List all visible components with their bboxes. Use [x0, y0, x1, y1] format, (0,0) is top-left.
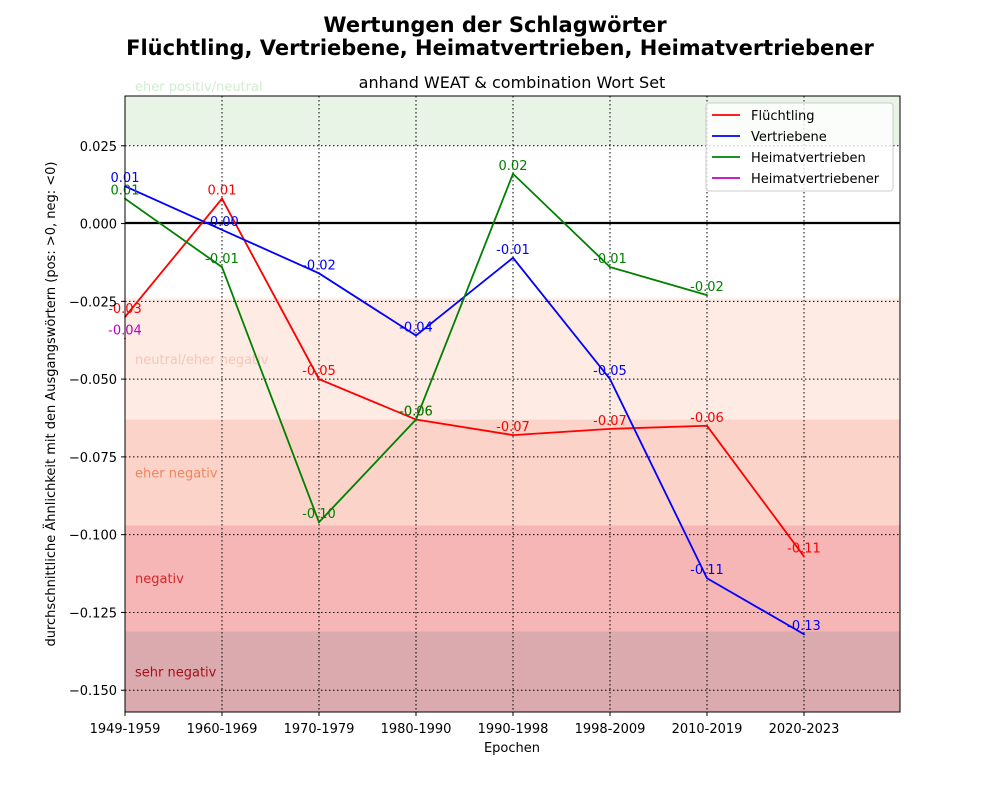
point-2-6: [706, 294, 708, 297]
point-1-4: [512, 256, 514, 259]
band-1: [125, 298, 900, 420]
data-label-2-3: -0.06: [399, 405, 433, 420]
band-label-0: eher positiv/neutral: [135, 80, 263, 95]
band-label-2: eher negativ: [135, 466, 218, 481]
data-label-2-2: -0.10: [302, 507, 336, 522]
x-tick-label-0: 1949-1959: [90, 722, 161, 737]
y-tick-label-3: −0.050: [69, 373, 117, 388]
data-label-0-3: -0.06: [399, 405, 433, 420]
legend-box: [705, 102, 894, 192]
point-2-2: [318, 521, 320, 524]
band-4: [125, 631, 900, 712]
x-tick-label-5: 1998-2009: [575, 722, 646, 737]
data-label-1-3: -0.04: [399, 321, 433, 336]
data-label-1-2: -0.02: [302, 258, 336, 273]
legend-label-0: Flüchtling: [751, 109, 815, 124]
point-0-1: [221, 197, 223, 200]
legend-label-2: Heimatvertrieben: [751, 151, 866, 166]
series-line-0: [124, 197, 805, 557]
data-label-0-5: -0.07: [593, 414, 627, 429]
x-tick-label-4: 1990-1998: [478, 722, 549, 737]
x-tick-label-1: 1960-1969: [187, 722, 258, 737]
data-label-2-1: -0.01: [205, 252, 239, 267]
point-1-7: [803, 633, 805, 636]
data-label-1-6: -0.11: [690, 563, 724, 578]
legend-label-3: Heimatvertriebener: [751, 172, 880, 187]
data-label-0-4: -0.07: [496, 420, 530, 435]
data-label-1-7: -0.13: [787, 619, 821, 634]
point-0-5: [609, 427, 611, 430]
data-labels: -0.030.01-0.05-0.06-0.07 -0.07 -0.06-0.110…: [108, 159, 821, 634]
y-tick-label-0: 0.025: [80, 140, 117, 155]
data-label-1-5: -0.05: [593, 364, 627, 379]
point-1-6: [706, 577, 708, 580]
data-label-1-4: -0.01: [496, 243, 530, 258]
band-label-3: negativ: [135, 572, 184, 587]
x-tick-label-7: 2020-2023: [769, 722, 840, 737]
point-0-6: [706, 424, 708, 427]
band-label-4: sehr negativ: [135, 666, 217, 681]
point-1-3: [415, 334, 417, 337]
y-axis-label: durchschnittliche Ähnlichkeit mit den Au…: [43, 161, 59, 646]
data-label-0-7: -0.11: [787, 541, 821, 556]
point-2-1: [221, 266, 223, 269]
y-tick-label-4: −0.075: [69, 451, 117, 466]
x-axis: 1949-1959 1960-1969 1970-1979 1980-1990 1990…: [90, 712, 840, 737]
point-0-2: [318, 378, 320, 381]
x-tick-label-6: 2010-2019: [672, 722, 743, 737]
legend-label-1: Vertriebene: [751, 130, 827, 145]
data-label-2-5: -0.01: [593, 252, 627, 267]
band-label-1: neutral/eher negativ: [135, 353, 269, 368]
y-tick-label-5: −0.100: [69, 529, 117, 544]
data-label-0-1: 0.01: [208, 184, 237, 199]
data-label-1-1: -0.00: [205, 215, 239, 230]
x-tick-label-3: 1980-1990: [381, 722, 452, 737]
point-2-3: [415, 418, 417, 421]
point-1-1: [221, 228, 223, 231]
y-tick-label-1: 0.000: [80, 218, 117, 233]
point-0-7: [803, 555, 805, 558]
data-label-2-4: 0.02: [499, 159, 528, 174]
y-axis: 0.025 0.000 −0.025 −0.050 −0.075 −0.100 −0.125…: [69, 140, 125, 699]
point-2-4: [512, 172, 514, 175]
data-label-0-6: -0.06: [690, 411, 724, 426]
legend: Flüchtling Vertriebene Heimatvertrieben Hei…: [705, 102, 894, 192]
point-2-5: [609, 266, 611, 269]
data-label-2-6: -0.02: [690, 280, 724, 295]
chart-title-line2: Flüchtling, Vertriebene, Heimatvertriebe…: [126, 36, 874, 60]
y-tick-label-6: −0.125: [69, 606, 117, 621]
x-tick-label-2: 1970-1979: [284, 722, 355, 737]
band-labels: eher positiv/neutral neutral/eher negativ…: [135, 80, 269, 681]
y-tick-label-7: −0.150: [69, 684, 117, 699]
point-0-4: [512, 434, 514, 437]
chart-subtitle: anhand WEAT & combination Wort Set: [359, 73, 666, 92]
y-tick-label-2: −0.025: [69, 295, 117, 310]
background-bands: [125, 96, 900, 712]
point-1-5: [609, 378, 611, 381]
point-1-2: [318, 272, 320, 275]
x-axis-label: Epochen: [484, 741, 540, 756]
chart-title-line1: Wertungen der Schlagwörter: [323, 13, 667, 37]
data-label-0-2: -0.05: [302, 364, 336, 379]
series-lines: [124, 172, 805, 636]
